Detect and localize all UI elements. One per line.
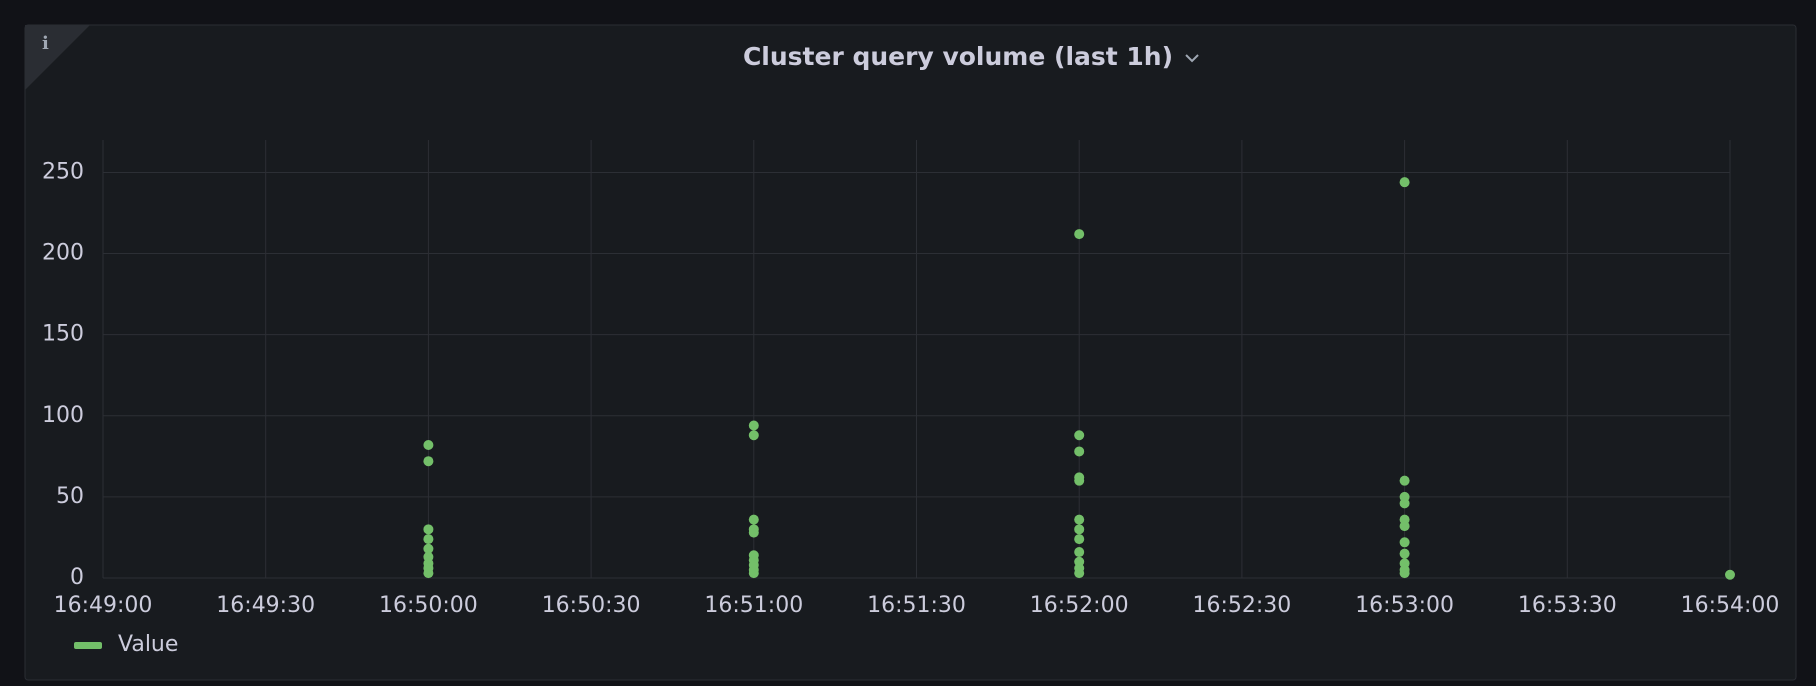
x-tick-label: 16:52:00 [1030,593,1129,618]
point [1074,229,1085,240]
panel [24,24,1797,681]
point [1399,537,1410,548]
point [1399,475,1410,486]
title-menu-chevron[interactable] [1185,54,1199,63]
legend-swatch [74,642,102,649]
point [1074,430,1085,441]
point [1074,568,1085,579]
point [1399,177,1410,188]
point [423,456,434,467]
x-tick-label: 16:53:30 [1518,593,1617,618]
x-tick-label: 16:50:00 [379,593,478,618]
point [1399,521,1410,532]
y-tick-label: 250 [42,159,84,184]
point [748,568,759,579]
x-tick-label: 16:54:00 [1681,593,1780,618]
y-tick-label: 50 [56,484,84,509]
y-tick-label: 0 [70,565,84,590]
plot [423,177,1735,580]
x-tick-label: 16:53:00 [1355,593,1454,618]
y-tick-label: 100 [42,403,84,428]
x-tick-label: 16:49:00 [54,593,153,618]
panel-title[interactable]: Cluster query volume (last 1h) [743,42,1173,71]
legend-label[interactable]: Value [118,632,178,657]
info-icon[interactable]: i [42,33,49,54]
point [1399,568,1410,579]
point [748,514,759,525]
point [1399,498,1410,509]
point [1399,548,1410,559]
point [748,430,759,441]
point [1074,534,1085,545]
point [423,534,434,545]
point [423,524,434,535]
point [1725,569,1735,580]
point [1074,514,1085,525]
info-corner[interactable] [25,25,90,90]
point [1074,524,1085,535]
point [1074,547,1085,558]
point [423,568,434,579]
point [423,543,434,554]
point [748,527,759,538]
x-tick-label: 16:49:30 [216,593,315,618]
y-tick-label: 150 [42,322,84,347]
point [1074,475,1085,486]
x-tick-label: 16:51:00 [704,593,803,618]
x-tick-label: 16:50:30 [542,593,641,618]
point [423,439,434,450]
point [1074,446,1085,457]
y-tick-label: 200 [42,241,84,266]
x-tick-label: 16:52:30 [1192,593,1291,618]
grid [102,140,1731,579]
point [748,420,759,431]
x-tick-label: 16:51:30 [867,593,966,618]
